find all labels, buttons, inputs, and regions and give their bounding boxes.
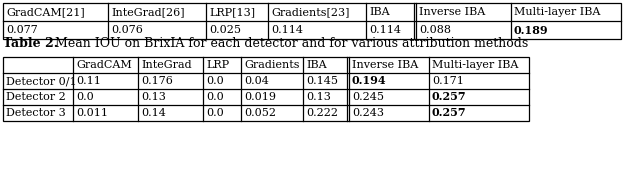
Text: 0.245: 0.245 [352, 92, 384, 102]
Text: Gradients[23]: Gradients[23] [271, 7, 349, 17]
Text: 0.0: 0.0 [76, 92, 93, 102]
Text: Inverse IBA: Inverse IBA [419, 7, 485, 17]
Text: 0.019: 0.019 [244, 92, 276, 102]
Text: Detector 2: Detector 2 [6, 92, 66, 102]
Text: IBA: IBA [306, 60, 326, 70]
Text: Detector 3: Detector 3 [6, 108, 66, 118]
Text: 0.04: 0.04 [244, 76, 269, 86]
Bar [3, 57, 529, 121]
Text: 0.14: 0.14 [141, 108, 166, 118]
Text: Detector 0/1: Detector 0/1 [6, 76, 77, 86]
Text: 0.257: 0.257 [432, 107, 467, 118]
Text: GradCAM[21]: GradCAM[21] [6, 7, 84, 17]
Text: InteGrad: InteGrad [141, 60, 191, 70]
Text: 0.189: 0.189 [514, 24, 548, 35]
Text: 0.13: 0.13 [141, 92, 166, 102]
Text: 0.194: 0.194 [352, 75, 387, 87]
Text: 0.145: 0.145 [306, 76, 338, 86]
Text: 0.088: 0.088 [419, 25, 451, 35]
Text: 0.176: 0.176 [141, 76, 173, 86]
Text: 0.11: 0.11 [76, 76, 101, 86]
Text: 0.011: 0.011 [76, 108, 108, 118]
Text: Multi-layer IBA: Multi-layer IBA [432, 60, 518, 70]
Bar [3, 3, 621, 39]
Text: 0.076: 0.076 [111, 25, 143, 35]
Text: 0.0: 0.0 [206, 92, 224, 102]
Text: LRP[13]: LRP[13] [209, 7, 255, 17]
Text: Multi-layer IBA: Multi-layer IBA [514, 7, 600, 17]
Text: 0.257: 0.257 [432, 91, 467, 102]
Text: 0.243: 0.243 [352, 108, 384, 118]
Text: Inverse IBA: Inverse IBA [352, 60, 419, 70]
Text: 0.13: 0.13 [306, 92, 331, 102]
Text: 0.114: 0.114 [369, 25, 401, 35]
Text: 0.222: 0.222 [306, 108, 338, 118]
Text: LRP: LRP [206, 60, 229, 70]
Text: InteGrad[26]: InteGrad[26] [111, 7, 184, 17]
Text: 0.052: 0.052 [244, 108, 276, 118]
Text: GradCAM: GradCAM [76, 60, 132, 70]
Text: 0.025: 0.025 [209, 25, 241, 35]
Text: 0.0: 0.0 [206, 76, 224, 86]
Text: Gradients: Gradients [244, 60, 300, 70]
Text: Table 2.: Table 2. [3, 37, 58, 50]
Text: 0.114: 0.114 [271, 25, 303, 35]
Text: IBA: IBA [369, 7, 390, 17]
Text: 0.171: 0.171 [432, 76, 464, 86]
Text: 0.077: 0.077 [6, 25, 38, 35]
Text: 0.0: 0.0 [206, 108, 224, 118]
Text: Mean IOU on BrixIA for each detector and for various attribution methods: Mean IOU on BrixIA for each detector and… [51, 37, 528, 50]
